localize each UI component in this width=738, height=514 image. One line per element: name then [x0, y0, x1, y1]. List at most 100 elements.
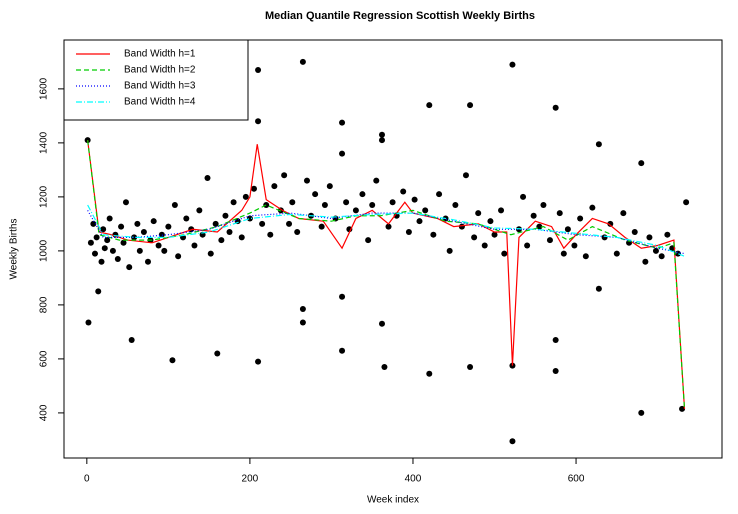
data-point: [620, 210, 627, 217]
y-axis-label: Weekly Births: [9, 219, 20, 280]
data-point: [385, 223, 392, 230]
data-point: [299, 58, 306, 65]
data-point: [411, 196, 418, 203]
y-tick-label: 1200: [39, 185, 50, 208]
data-point: [343, 199, 350, 206]
data-point: [509, 438, 516, 445]
data-point: [140, 228, 147, 235]
legend-label: Band Width h=4: [124, 97, 196, 108]
data-point: [207, 250, 214, 257]
x-tick-label: 600: [568, 474, 585, 485]
data-point: [120, 239, 127, 246]
data-point: [155, 242, 162, 249]
data-point: [171, 201, 178, 208]
data-point: [530, 212, 537, 219]
data-point: [658, 253, 665, 260]
data-point: [524, 242, 531, 249]
data-point: [430, 231, 437, 238]
data-point: [212, 220, 219, 227]
data-point: [196, 207, 203, 214]
data-point: [674, 250, 681, 257]
data-point: [218, 237, 225, 244]
x-tick-label: 400: [405, 474, 422, 485]
data-point: [91, 250, 98, 257]
data-point: [462, 172, 469, 179]
data-point: [126, 264, 133, 271]
data-point: [226, 228, 233, 235]
data-point: [144, 258, 151, 265]
fit-line: [87, 210, 685, 255]
data-point: [416, 218, 423, 225]
data-point: [263, 201, 270, 208]
data-point: [222, 212, 229, 219]
data-point: [664, 231, 671, 238]
data-point: [100, 226, 107, 233]
data-point: [267, 231, 274, 238]
y-tick-label: 800: [39, 296, 50, 313]
data-point: [458, 223, 465, 230]
data-point: [246, 215, 253, 222]
data-point: [250, 185, 257, 192]
data-point: [339, 150, 346, 157]
data-point: [582, 253, 589, 260]
data-point: [426, 102, 433, 109]
data-point: [134, 220, 141, 227]
data-point: [552, 368, 559, 375]
data-point: [683, 199, 690, 206]
data-point: [85, 319, 92, 326]
data-point: [378, 131, 385, 138]
data-point: [191, 242, 198, 249]
data-point: [422, 207, 429, 214]
data-point: [255, 66, 262, 73]
y-tick-label: 600: [39, 350, 50, 367]
data-point: [638, 409, 645, 416]
data-point: [540, 201, 547, 208]
data-point: [118, 223, 125, 230]
data-point: [339, 347, 346, 354]
x-axis-label: Week index: [367, 495, 419, 506]
data-point: [104, 237, 111, 244]
data-point: [552, 336, 559, 343]
data-point: [631, 228, 638, 235]
data-point: [467, 102, 474, 109]
data-point: [613, 250, 620, 257]
data-point: [114, 255, 121, 262]
data-point: [509, 61, 516, 68]
data-point: [286, 220, 293, 227]
data-point: [346, 226, 353, 233]
data-point: [546, 237, 553, 244]
data-point: [638, 160, 645, 167]
data-point: [378, 137, 385, 144]
data-point: [255, 118, 262, 125]
data-point: [106, 215, 113, 222]
data-point: [607, 220, 614, 227]
data-point: [389, 199, 396, 206]
data-point: [571, 242, 578, 249]
data-point: [652, 247, 659, 254]
data-point: [339, 119, 346, 126]
data-point: [90, 220, 97, 227]
data-point: [259, 220, 266, 227]
data-point: [165, 223, 172, 230]
data-point: [122, 199, 129, 206]
data-point: [230, 199, 237, 206]
data-point: [381, 364, 388, 371]
data-point: [589, 204, 596, 211]
data-point: [373, 177, 380, 184]
data-point: [642, 258, 649, 265]
data-point: [405, 228, 412, 235]
data-point: [131, 234, 138, 241]
data-point: [312, 191, 319, 198]
data-point: [321, 201, 328, 208]
data-point: [87, 239, 94, 246]
y-tick-label: 1600: [39, 77, 50, 100]
data-point: [365, 237, 372, 244]
data-point: [339, 293, 346, 300]
data-point: [467, 364, 474, 371]
data-point: [498, 207, 505, 214]
data-point: [95, 288, 102, 295]
legend-label: Band Width h=3: [124, 81, 196, 92]
legend-box: [63, 39, 249, 121]
data-point: [294, 228, 301, 235]
